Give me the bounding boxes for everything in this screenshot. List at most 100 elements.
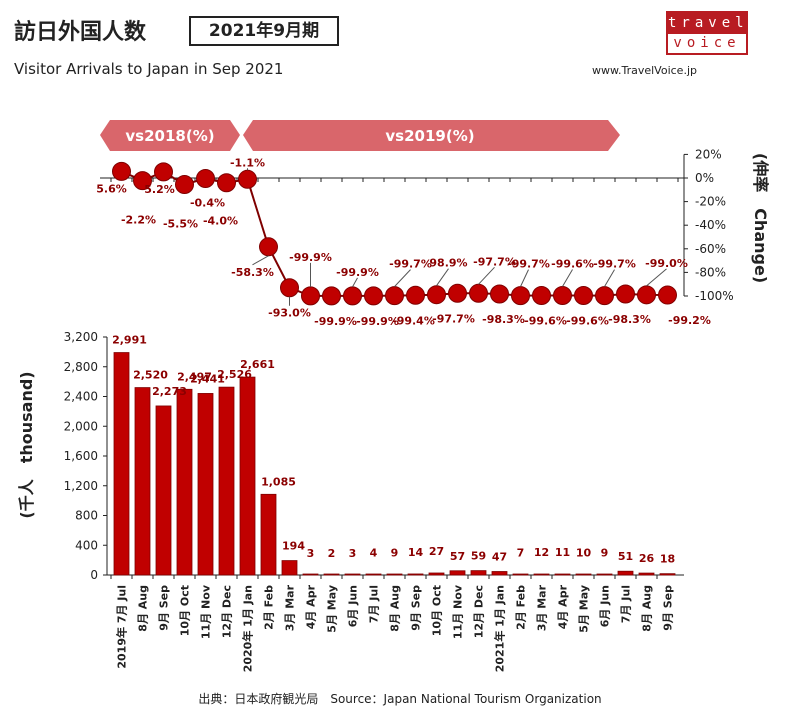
line-label-leader (646, 268, 667, 287)
line-point (427, 285, 446, 305)
line-point (553, 286, 572, 306)
bar (575, 573, 592, 576)
line-point (238, 169, 257, 189)
line-label-leader (352, 277, 358, 288)
bar-category-label: 2021年 1月 Jan (493, 585, 507, 672)
bar-category-label: 10月 Oct (431, 585, 444, 636)
bar-value-label: 2,273 (152, 385, 187, 398)
bar (533, 573, 550, 576)
bar-value-label: 2 (328, 547, 336, 560)
site-url[interactable]: www.TravelVoice.jp (592, 64, 697, 77)
bar-category-label: 9月 Sep (410, 585, 423, 631)
line-point-label: -93.0% (268, 307, 311, 320)
bar-category-label: 11月 Nov (452, 584, 465, 639)
bar-category-label: 2020年 1月 Jan (241, 585, 255, 672)
bar-value-label: 3 (349, 547, 357, 560)
line-point-label: -99.9% (289, 251, 332, 264)
bar (491, 571, 508, 576)
bar-value-label: 2,497 (177, 370, 212, 383)
bar-value-label: 2,526 (217, 368, 252, 381)
bar (365, 573, 382, 576)
bar (302, 573, 319, 576)
line-point-label: 5.2% (144, 183, 175, 196)
line-point-label: -99.9% (336, 266, 379, 279)
bar (617, 570, 634, 576)
line-label-leader (478, 266, 495, 285)
line-point-label: -58.3% (231, 266, 274, 279)
bar-value-label: 9 (601, 546, 609, 559)
line-point (322, 286, 341, 306)
travelvoice-logo[interactable]: travel voice (666, 11, 748, 55)
bar-value-label: 18 (660, 553, 675, 566)
line-point (637, 285, 656, 305)
bar-category-label: 2019年 7月 Jul (115, 585, 129, 669)
bar-value-label: 57 (450, 550, 465, 563)
line-point (448, 283, 467, 303)
line-label-leader (562, 269, 573, 287)
bar-category-label: 4月 Apr (305, 584, 318, 629)
bar (218, 386, 235, 576)
bar-y-tick-label: 1,600 (64, 449, 98, 463)
bar (638, 572, 655, 576)
logo-top-text: travel (668, 13, 746, 34)
line-point-label: -99.7% (593, 258, 636, 271)
bar-category-label: 7月 Jul (620, 585, 633, 623)
period-badge: 2021年9月期 (189, 16, 339, 46)
bar-value-label: 4 (370, 547, 378, 560)
bar-y-tick-label: 2,000 (64, 419, 98, 433)
line-label-leader (520, 269, 529, 287)
bar-category-label: 8月 Aug (137, 585, 150, 632)
line-y-tick-label: 20% (695, 147, 722, 161)
line-point (196, 168, 215, 188)
page-title: 訪日外国人数 (14, 20, 147, 45)
bar-y-tick-label: 800 (75, 509, 98, 523)
line-point-label: 98.9% (429, 257, 467, 270)
bar-value-label: 27 (429, 545, 444, 558)
bar-category-label: 11月 Nov (200, 584, 213, 639)
bar (512, 573, 529, 576)
line-point-label: -99.6% (551, 258, 594, 271)
line-point-label: -98.3% (482, 313, 525, 326)
bar-category-label: 5月 May (578, 585, 591, 633)
line-label-leader (252, 255, 269, 266)
line-point (595, 286, 614, 306)
line-point (175, 174, 194, 194)
bar (281, 560, 298, 576)
bar-category-label: 6月 Jun (347, 585, 360, 627)
line-point-label: -99.7% (507, 258, 550, 271)
bar-category-label: 2月 Feb (263, 585, 276, 630)
line-point (154, 162, 173, 182)
bar-category-label: 3月 Mar (536, 584, 549, 631)
bar-value-label: 2,661 (240, 358, 275, 371)
bar (155, 405, 172, 576)
line-y-axis-title: (伸率 Change) (751, 153, 770, 283)
line-label-leader (604, 269, 615, 287)
bar-value-label: 12 (534, 546, 549, 559)
line-point-label: -98.3% (608, 313, 651, 326)
bar-category-label: 2月 Feb (515, 585, 528, 630)
line-point-label: -99.4% (392, 314, 435, 327)
line-point (532, 286, 551, 306)
line-point-label: -97.7% (432, 312, 475, 325)
bar (134, 387, 151, 576)
line-point-label: -99.9% (314, 315, 357, 328)
bar-value-label: 2,520 (133, 369, 168, 382)
bar (239, 376, 256, 576)
bar-value-label: 3 (307, 547, 315, 560)
bar-y-axis-title: (千人 thousand) (17, 371, 36, 518)
line-point-label: -99.2% (668, 314, 711, 327)
bar (197, 393, 214, 576)
bar-category-label: 5月 May (326, 585, 339, 633)
line-point-label: -99.6% (524, 315, 567, 328)
bar-value-label: 47 (492, 551, 507, 564)
line-point-label: -99.6% (566, 315, 609, 328)
bar-value-label: 1,085 (261, 475, 296, 488)
bar-y-tick-label: 3,200 (64, 330, 98, 344)
line-point-label: -4.0% (203, 215, 238, 228)
page-subtitle: Visitor Arrivals to Japan in Sep 2021 (14, 60, 284, 78)
line-point-label: -5.5% (163, 217, 198, 230)
line-point (616, 284, 635, 304)
line-point-label: -2.2% (121, 214, 156, 227)
line-point (301, 286, 320, 306)
line-y-tick-label: -40% (695, 218, 726, 232)
